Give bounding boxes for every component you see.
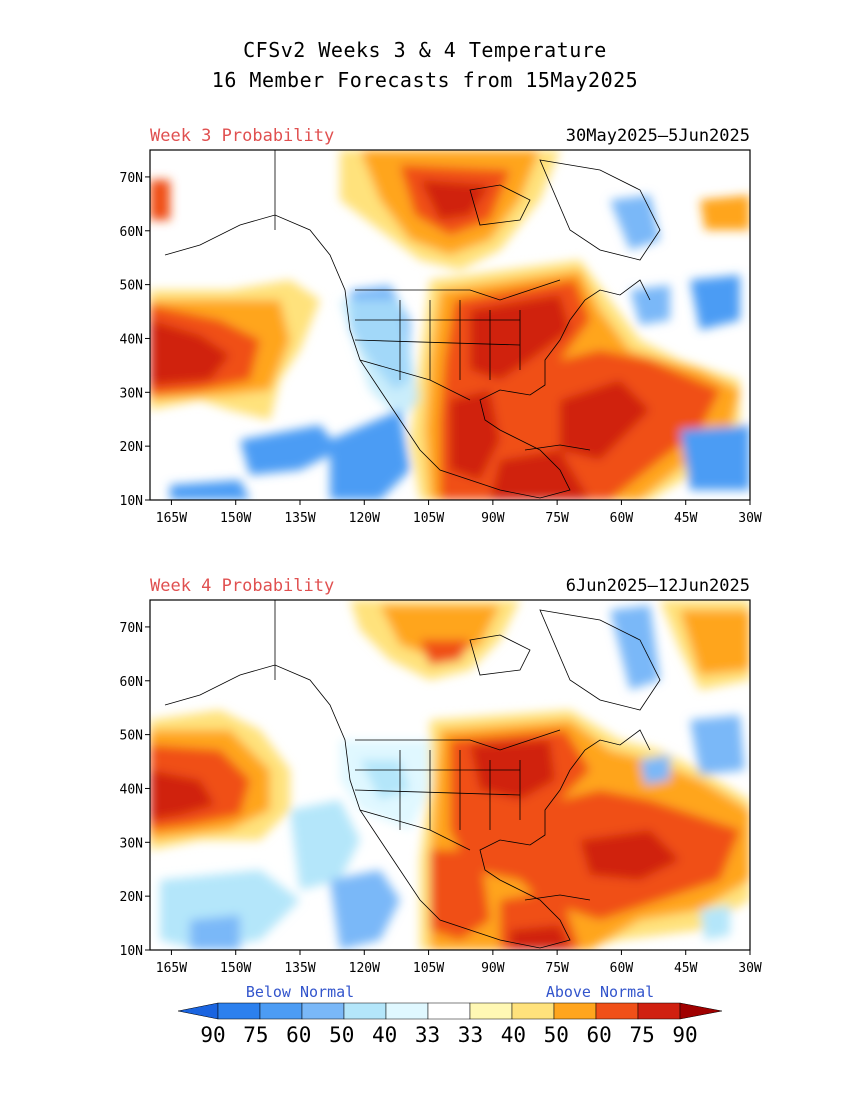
week4-panel-label: Week 4 Probability — [150, 576, 335, 596]
colorbar-box — [259, 1002, 303, 1020]
week4-map — [150, 600, 750, 950]
lon-tick-label: 165W — [156, 511, 187, 526]
colorbar-boxes — [177, 1002, 723, 1020]
lon-tick-label: 30W — [738, 961, 762, 976]
lon-tick-label: 75W — [545, 511, 569, 526]
lat-tick-label: 20N — [120, 890, 143, 905]
colorbar-right-arrow — [679, 1002, 723, 1020]
map-axes: 165W 150W 135W 120W 105W 90W 75W 60W 45W 30W 10N 20… — [120, 171, 762, 976]
colorbar-value-label: 50 — [544, 1023, 569, 1047]
week3-map-frame — [149, 149, 751, 501]
colorbar-box — [343, 1002, 387, 1020]
lon-tick-label: 60W — [610, 961, 634, 976]
colorbar-box — [511, 1002, 555, 1020]
colorbar-value-label: 40 — [372, 1023, 397, 1047]
lat-tick-label: 50N — [120, 729, 143, 744]
week3-boundaries — [164, 150, 661, 499]
lat-tick-label: 30N — [120, 836, 143, 851]
lat-tick-label: 70N — [120, 621, 143, 636]
week4-boundaries — [164, 600, 661, 949]
colorbar-left-arrow — [177, 1002, 219, 1020]
colorbar-box — [217, 1002, 261, 1020]
week4-map-frame — [149, 599, 751, 951]
colorbar-value-label: 75 — [629, 1023, 654, 1047]
colorbar-value-label: 60 — [587, 1023, 612, 1047]
lon-tick-label: 45W — [674, 511, 698, 526]
week4-date-range: 6Jun2025—12Jun2025 — [565, 576, 750, 596]
colorbar-box — [469, 1002, 513, 1020]
lon-tick-label: 45W — [674, 961, 698, 976]
colorbar-value-label: 50 — [329, 1023, 354, 1047]
lon-tick-label: 120W — [349, 511, 380, 526]
lon-tick-label: 135W — [284, 961, 315, 976]
lon-tick-label: 90W — [481, 511, 505, 526]
lat-tick-label: 70N — [120, 171, 143, 186]
colorbar-value-label: 90 — [200, 1023, 225, 1047]
colorbar-value-label: 90 — [672, 1023, 697, 1047]
colorbar-value-label: 40 — [501, 1023, 526, 1047]
figure-title-line1: CFSv2 Weeks 3 & 4 Temperature — [243, 38, 607, 62]
colorbar-box — [301, 1002, 345, 1020]
lon-tick-label: 90W — [481, 961, 505, 976]
lat-tick-label: 60N — [120, 675, 143, 690]
lat-tick-label: 20N — [120, 440, 143, 455]
colorbar-box — [553, 1002, 597, 1020]
lat-tick-label: 40N — [120, 332, 143, 347]
colorbar-box — [385, 1002, 429, 1020]
colorbar-value-label: 33 — [458, 1023, 483, 1047]
week3-panel-label: Week 3 Probability — [150, 126, 335, 146]
figure-title-line2: 16 Member Forecasts from 15May2025 — [211, 68, 639, 92]
colorbar-value-label: 33 — [415, 1023, 440, 1047]
lon-tick-label: 105W — [413, 511, 444, 526]
lon-tick-label: 165W — [156, 961, 187, 976]
lon-tick-label: 30W — [738, 511, 762, 526]
lon-tick-label: 135W — [284, 511, 315, 526]
colorbar-box — [595, 1002, 639, 1020]
colorbar-value-label: 60 — [286, 1023, 311, 1047]
colorbar-value-label: 75 — [243, 1023, 268, 1047]
lon-tick-label: 120W — [349, 961, 380, 976]
lat-tick-label: 10N — [120, 944, 143, 959]
lon-tick-label: 150W — [220, 961, 251, 976]
lon-tick-label: 75W — [545, 961, 569, 976]
lon-tick-label: 60W — [610, 511, 634, 526]
colorbar-box — [637, 1002, 681, 1020]
colorbar-box — [427, 1002, 471, 1020]
week3-date-range: 30May2025—5Jun2025 — [565, 126, 750, 146]
below-normal-label: Below Normal — [246, 983, 354, 1001]
lon-tick-label: 150W — [220, 511, 251, 526]
lat-tick-label: 60N — [120, 225, 143, 240]
above-normal-label: Above Normal — [546, 983, 654, 1001]
lat-tick-label: 10N — [120, 494, 143, 509]
lat-tick-label: 40N — [120, 782, 143, 797]
lon-tick-label: 105W — [413, 961, 444, 976]
lat-tick-label: 50N — [120, 279, 143, 294]
colorbar-labels: 90 75 60 50 40 33 33 40 50 60 75 90 — [200, 1023, 697, 1047]
lat-tick-label: 30N — [120, 386, 143, 401]
week3-map — [150, 150, 750, 500]
